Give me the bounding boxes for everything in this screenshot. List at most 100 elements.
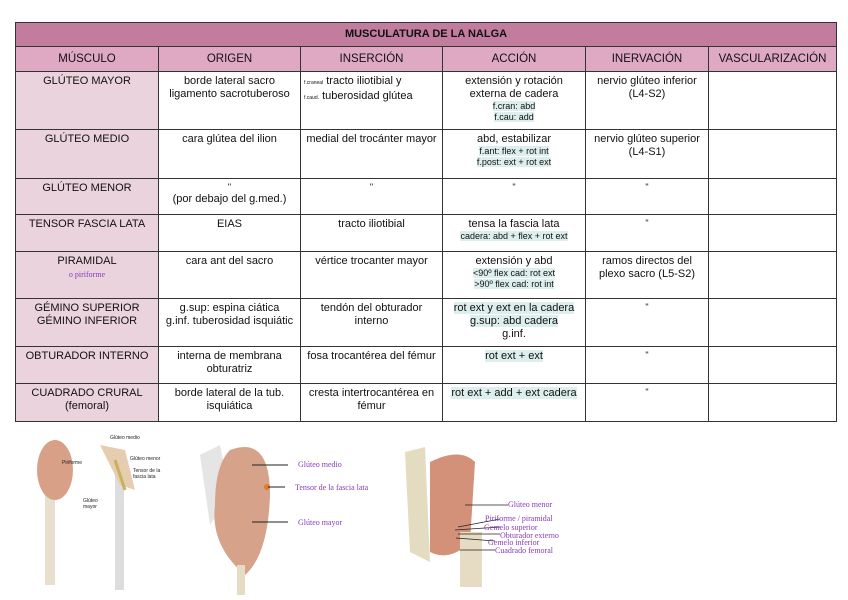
accion-cell: rot ext + add + ext cadera (442, 383, 586, 422)
accion-text: rot ext + add + ext cadera (451, 387, 577, 399)
vasc-cell (707, 178, 838, 215)
vasc-cell (707, 383, 838, 422)
figure-gluteal-muscles-side: Glúteo medio Tensor de la fascia lata Gl… (190, 435, 390, 595)
origen-cell: interna de membrana obturatriz (158, 346, 301, 384)
inervacion-cell: nervio glúteo superior (L4-S1) (585, 129, 709, 179)
figure-label: Glúteo medio (110, 435, 140, 441)
anatomy-illustration (37, 440, 135, 590)
accion-sub: <90º flex cad: rot ext (472, 268, 556, 278)
vasc-cell (707, 214, 838, 252)
origen-cell: cara ant del sacro (158, 251, 301, 299)
table-row: TENSOR FASCIA LATA EIAS tracto iliotibia… (15, 214, 838, 252)
figure-label: Obturador externo (500, 531, 559, 540)
origen-cell: borde lateral de la tub. isquiática (158, 383, 301, 422)
header-origen: ORIGEN (158, 46, 301, 72)
header-accion: ACCIÓN (442, 46, 586, 72)
header-inervacion: INERVACIÓN (585, 46, 709, 72)
accion-text: extensión y rotación externa de cadera (465, 75, 563, 100)
header-insercion: INSERCIÓN (300, 46, 443, 72)
accion-text: rot ext + ext (485, 350, 543, 362)
table-row: PIRAMIDAL o piriforme cara ant del sacro … (15, 251, 838, 299)
insercion-cell: f.craneal tracto iliotibial y f.caud. tub… (300, 71, 443, 130)
insercion-cell: tendón del obturador interno (300, 298, 443, 347)
table-row: CUADRADO CRURAL (femoral) borde lateral d… (15, 383, 838, 422)
figure-label: Glúteo mayor (298, 518, 343, 527)
figure-deep-hip-muscles: Glúteo menor Piriforme / piramidal Gemel… (400, 442, 575, 592)
musculature-table: MUSCULATURA DE LA NALGA MÚSCULO ORIGEN I… (14, 22, 838, 422)
origen-line: g.sup: espina ciática (179, 302, 280, 314)
accion-sub: f.post: ext + rot ext (476, 157, 552, 167)
musculo-cell: GLÚTEO MAYOR (15, 71, 159, 130)
accion-text: abd, estabilizar (477, 133, 551, 145)
header-vascularizacion: VASCULARIZACIÓN (707, 46, 838, 72)
anatomy-illustration (200, 445, 288, 595)
musculo-name: GÉMINO SUPERIOR (34, 302, 140, 314)
figure-label: Tensor de la fascia lata (295, 483, 369, 492)
figure-label: Tensor de la fascia lata (133, 468, 161, 480)
insercion-line: tuberosidad glútea (322, 90, 413, 102)
vasc-cell (707, 251, 838, 299)
musculo-name: (femoral) (64, 400, 109, 412)
musculo-cell: TENSOR FASCIA LATA (15, 214, 159, 252)
table-title: MUSCULATURA DE LA NALGA (14, 22, 838, 47)
vasc-cell (707, 298, 838, 347)
musculo-cell: PIRAMIDAL o piriforme (15, 251, 159, 299)
accion-sub: f.cau: add (494, 112, 534, 122)
accion-cell: extensión y abd <90º flex cad: rot ext >90… (442, 251, 586, 299)
musculo-cell: OBTURADOR INTERNO (15, 346, 159, 384)
vasc-cell (707, 129, 838, 179)
origen-cell: " (por debajo del g.med.) (158, 178, 301, 215)
anatomy-illustration (405, 447, 508, 587)
insercion-prefix: f.craneal (304, 80, 324, 86)
vasc-cell (707, 346, 838, 384)
origen-line: borde lateral sacro (183, 75, 276, 87)
figure-label: Piriforme (62, 460, 83, 466)
accion-cell: extensión y rotación externa de cadera f.… (442, 71, 586, 130)
figure-label: Cuadrado femoral (495, 546, 553, 555)
musculo-name: GÉMINO INFERIOR (36, 315, 138, 327)
figure-label: Glúteo menor (130, 456, 161, 462)
table-row: OBTURADOR INTERNO interna de membrana ob… (15, 346, 838, 384)
insercion-cell: " (300, 178, 443, 215)
musculo-alias: o piriforme (68, 270, 106, 279)
origen-line: (por debajo del g.med.) (172, 193, 287, 205)
inervacion-cell: " (585, 178, 709, 215)
origen-cell: borde lateral sacro ligamento sacrotubero… (158, 71, 301, 130)
accion-cell: rot ext y ext en la cadera g.sup: abd cad… (442, 298, 586, 347)
accion-cell: tensa la fascia lata cadera: abd + flex +… (442, 214, 586, 252)
table-row: GLÚTEO MEDIO cara glútea del ilion media… (15, 129, 838, 179)
inervacion-cell: " (585, 383, 709, 422)
accion-line: g.sup: abd cadera (469, 315, 559, 327)
musculo-name: CUADRADO CRURAL (31, 387, 143, 399)
accion-cell: rot ext + ext (442, 346, 586, 384)
insercion-cell: vértice trocanter mayor (300, 251, 443, 299)
accion-text: extensión y abd (475, 255, 553, 267)
insercion-cell: medial del trocánter mayor (300, 129, 443, 179)
insercion-cell: cresta intertrocantérea en fémur (300, 383, 443, 422)
origen-cell: EIAS (158, 214, 301, 252)
origen-cell: cara glútea del ilion (158, 129, 301, 179)
figure-label: Glúteo menor (508, 500, 553, 509)
musculo-cell: GLÚTEO MENOR (15, 178, 159, 215)
vasc-cell (707, 71, 838, 130)
table-row: GLÚTEO MAYOR borde lateral sacro ligament… (15, 71, 838, 130)
accion-line: g.inf. (502, 328, 526, 340)
origen-cell: g.sup: espina ciática g.inf. tuberosidad … (158, 298, 301, 347)
musculo-name: PIRAMIDAL (57, 255, 117, 267)
origen-line: ligamento sacrotuberoso (169, 88, 290, 100)
accion-sub: cadera: abd + flex + rot ext (460, 231, 568, 241)
musculo-cell: GÉMINO SUPERIOR GÉMINO INFERIOR (15, 298, 159, 347)
figure-label: Gemelo inferior (488, 538, 540, 547)
insercion-cell: tracto iliotibial (300, 214, 443, 252)
accion-line: rot ext y ext en la cadera (453, 302, 575, 314)
ditto-mark: " (227, 182, 232, 192)
insercion-line: tracto iliotibial y (326, 75, 402, 87)
inervacion-cell: nervio glúteo inferior (L4-S2) (585, 71, 709, 130)
accion-text: tensa la fascia lata (468, 218, 560, 230)
accion-sub: f.ant: flex + rot int (479, 146, 549, 156)
insercion-cell: fosa trocantérea del fémur (300, 346, 443, 384)
figure-label: Glúteo medio (298, 460, 342, 469)
accion-cell: abd, estabilizar f.ant: flex + rot int f.p… (442, 129, 586, 179)
inervacion-cell: ramos directos del plexo sacro (L5-S2) (585, 251, 709, 299)
table-row: GLÚTEO MENOR " (por debajo del g.med.) " … (15, 178, 838, 215)
